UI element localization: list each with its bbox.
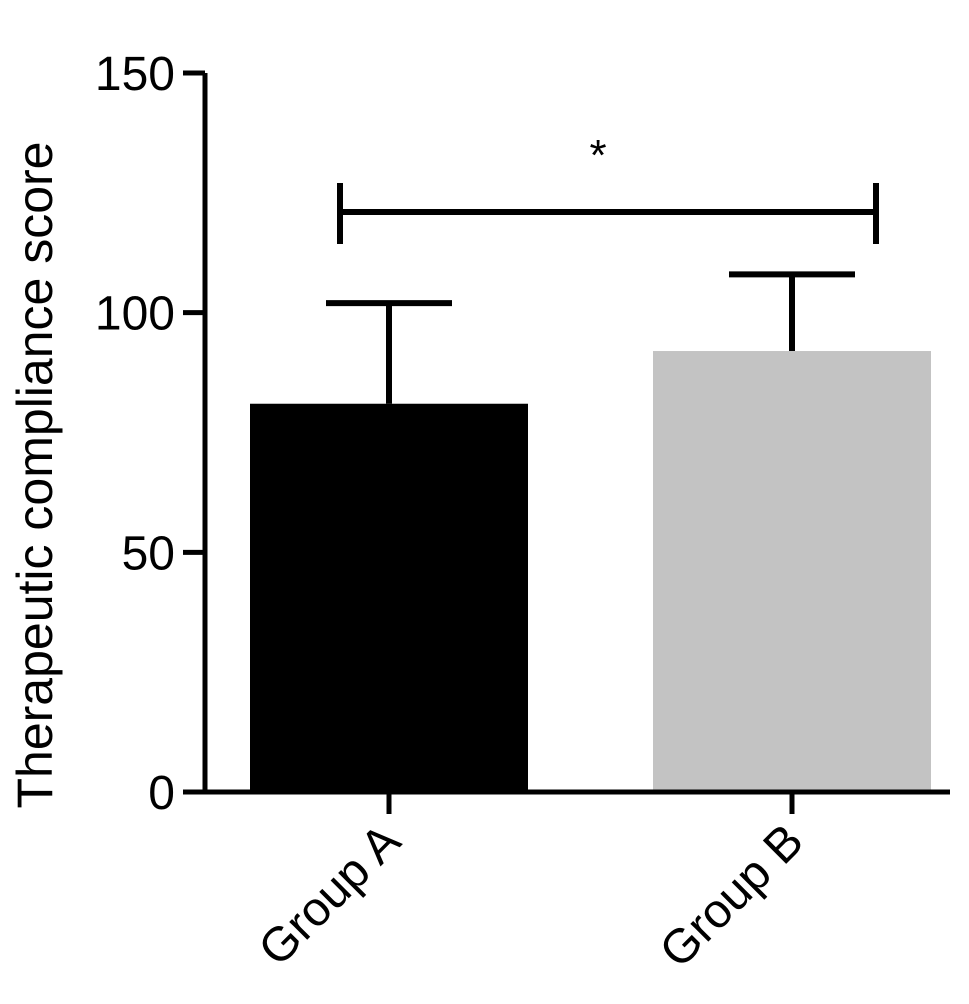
- bar-group-a: [250, 403, 528, 792]
- plot-area: 0 50 100 150 Group A Group B *: [95, 48, 950, 978]
- y-axis-label: Therapeutic compliance score: [7, 142, 63, 809]
- x-tick-label-group-b: Group B: [650, 814, 814, 978]
- y-tick-label-50: 50: [122, 527, 175, 580]
- y-tick-label-150: 150: [95, 48, 175, 101]
- y-tick-label-0: 0: [148, 767, 175, 820]
- significance-star: *: [589, 131, 606, 180]
- y-tick-label-100: 100: [95, 288, 175, 341]
- x-tick-label-group-a: Group A: [249, 814, 411, 976]
- bar-group-b: [653, 351, 931, 792]
